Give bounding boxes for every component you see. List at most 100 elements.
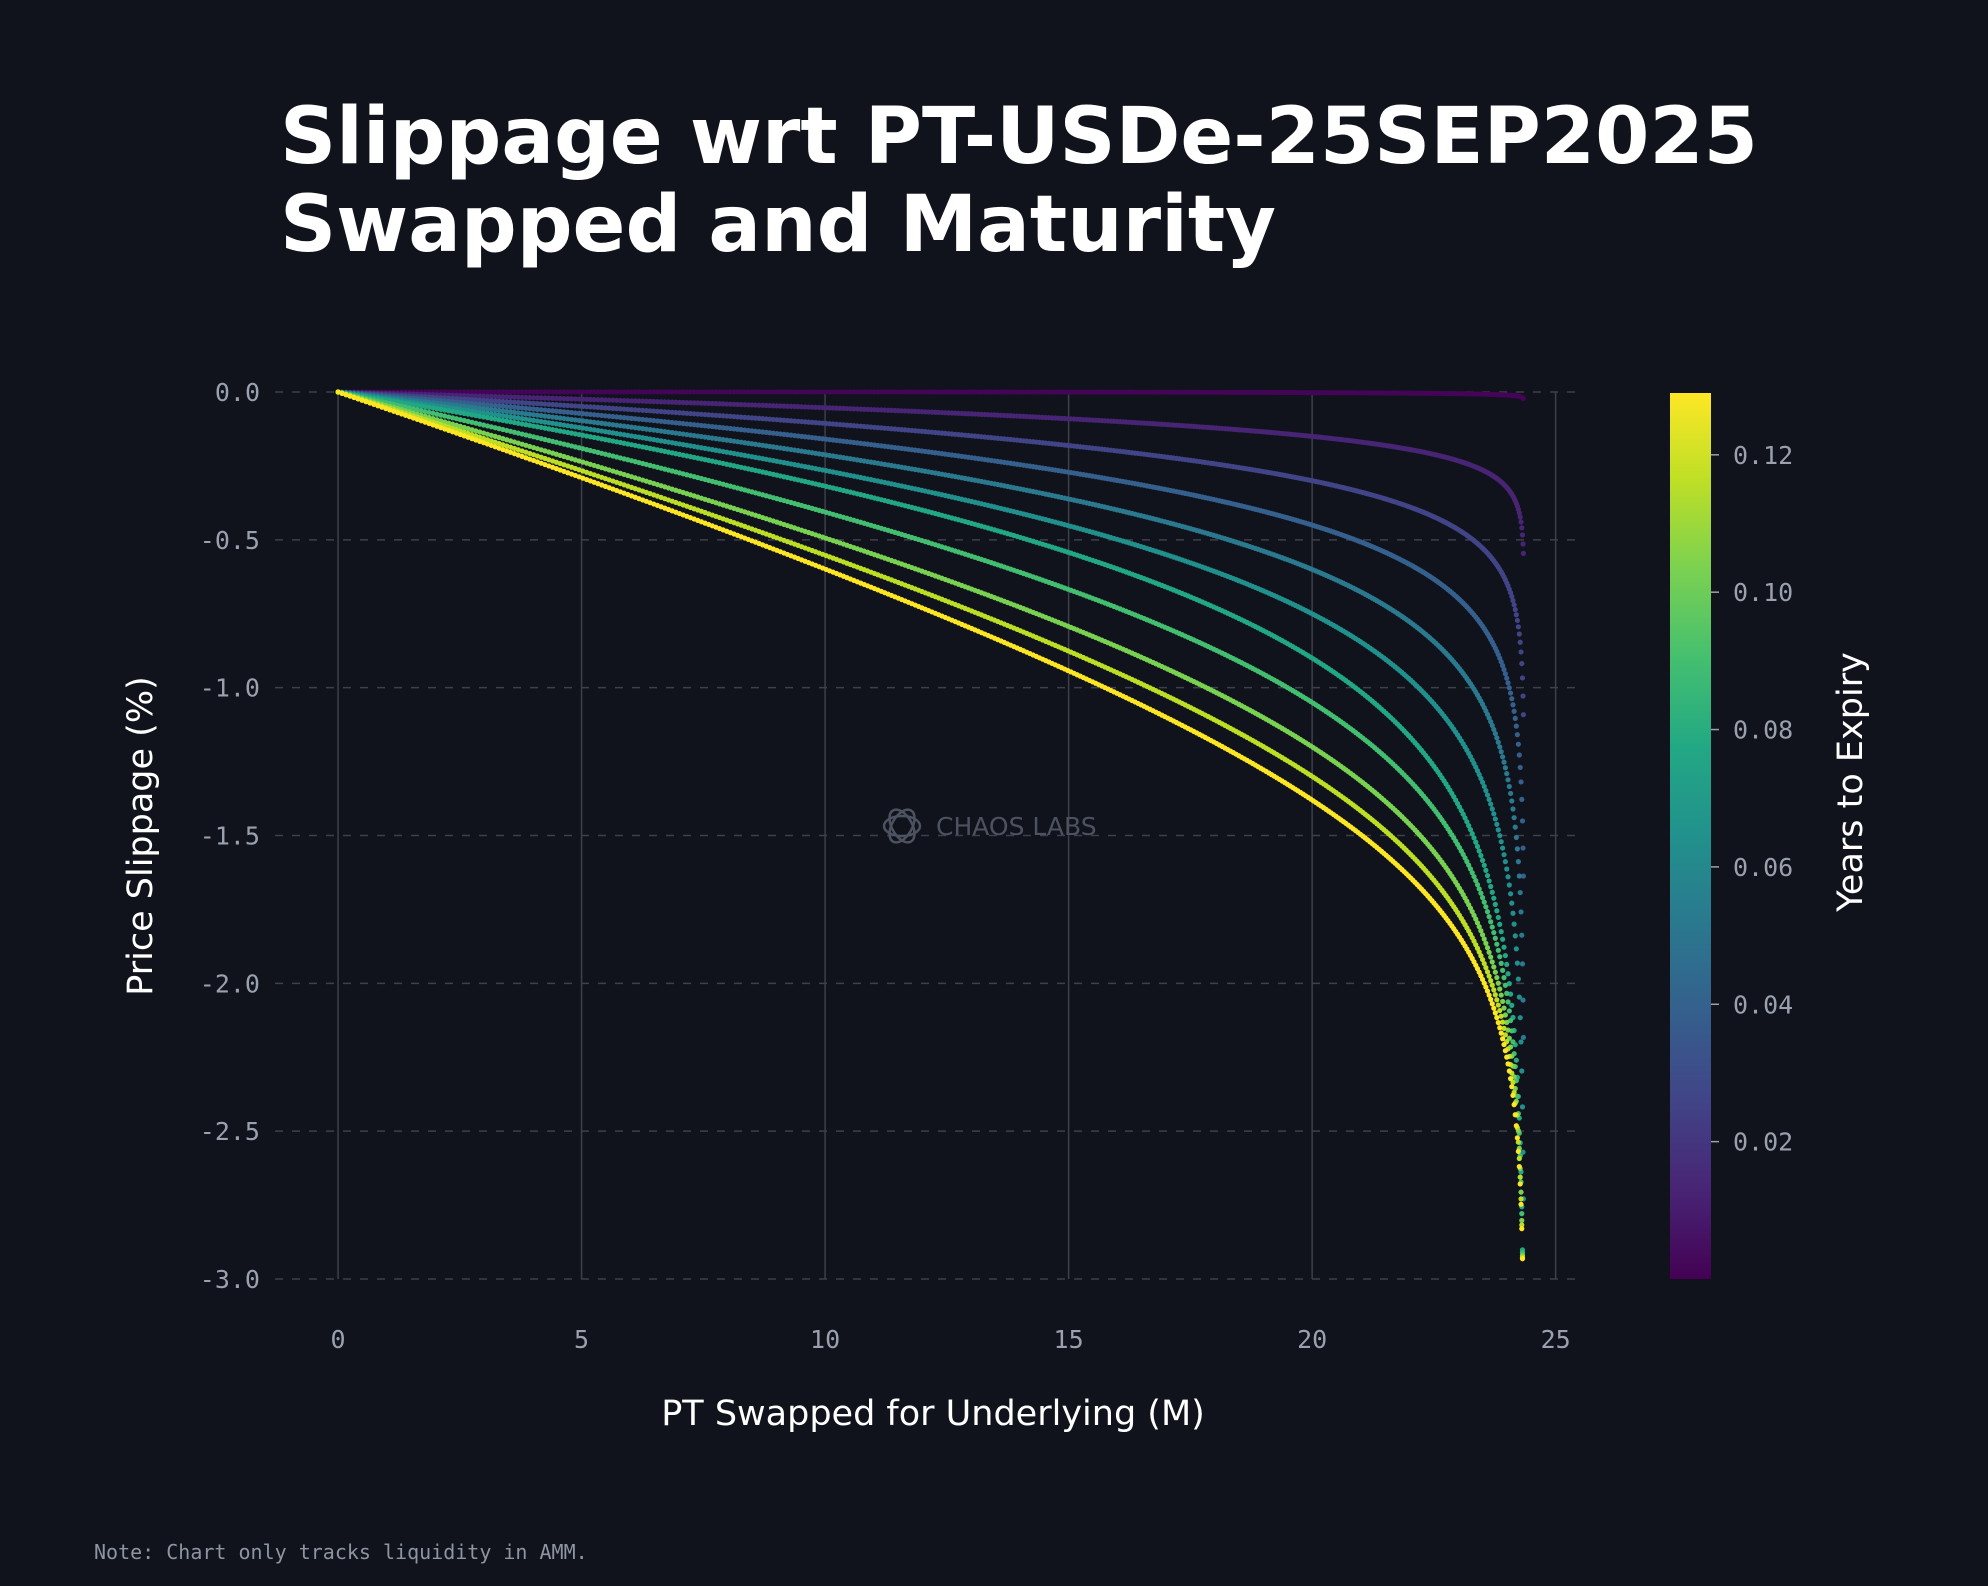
data-point <box>738 389 744 395</box>
data-point <box>1484 792 1491 798</box>
data-point <box>565 402 571 409</box>
data-point <box>1491 929 1497 936</box>
data-point <box>595 397 601 403</box>
data-point <box>584 404 590 410</box>
data-point <box>561 389 567 395</box>
x-tick-label: 25 <box>1541 1325 1571 1354</box>
data-point <box>426 420 432 427</box>
data-point <box>599 397 605 403</box>
data-point <box>367 400 373 406</box>
data-point <box>504 418 510 424</box>
data-point <box>515 394 521 400</box>
data-point <box>565 416 571 422</box>
data-point <box>484 393 491 399</box>
series-T=0.064 <box>335 389 1526 1202</box>
data-point <box>519 400 525 406</box>
data-point <box>1489 982 1495 988</box>
data-point <box>1515 741 1521 747</box>
data-point <box>617 406 623 412</box>
data-point <box>621 389 627 395</box>
data-point <box>557 402 563 408</box>
data-point <box>713 389 719 395</box>
data-point <box>1500 998 1506 1005</box>
data-point <box>402 404 409 410</box>
data-point <box>465 389 471 395</box>
data-point <box>1509 1084 1515 1090</box>
data-point <box>587 389 594 395</box>
data-point <box>724 389 730 395</box>
data-point <box>538 389 544 395</box>
data-point <box>1518 909 1524 915</box>
data-point <box>1515 976 1521 982</box>
data-point <box>580 389 586 395</box>
data-point <box>742 389 748 395</box>
data-point <box>477 401 483 407</box>
data-point <box>584 396 590 402</box>
data-point <box>1471 835 1477 841</box>
data-point <box>1492 1010 1498 1016</box>
data-point <box>591 404 597 410</box>
data-point <box>461 400 467 406</box>
data-point <box>395 410 401 416</box>
data-point <box>469 393 475 399</box>
data-point <box>1509 1002 1515 1009</box>
data-point <box>477 421 483 427</box>
data-point <box>553 408 560 414</box>
watermark: CHAOS LABS <box>882 808 1097 844</box>
data-point <box>691 400 697 406</box>
data-point <box>1492 730 1498 737</box>
data-point <box>606 413 612 419</box>
data-point <box>568 389 575 395</box>
data-point <box>534 412 541 418</box>
data-point <box>418 408 424 414</box>
data-point <box>584 389 590 395</box>
data-point <box>422 404 428 410</box>
series-T=0.039 <box>335 389 1526 879</box>
series-T=0.052 <box>335 389 1526 1041</box>
data-point <box>496 412 502 418</box>
data-point <box>442 419 448 425</box>
data-point <box>1489 722 1495 729</box>
data-point <box>418 403 424 409</box>
data-point <box>1498 960 1504 966</box>
data-point <box>1509 798 1515 804</box>
data-point <box>434 411 440 417</box>
data-point <box>550 401 556 408</box>
data-point <box>500 398 506 405</box>
data-point <box>640 407 646 413</box>
data-point <box>1514 960 1520 966</box>
data-point <box>1517 764 1523 771</box>
data-point <box>1517 889 1523 896</box>
x-axis-label: PT Swapped for Underlying (M) <box>661 1394 1205 1434</box>
data-point <box>602 413 609 419</box>
data-point <box>1509 593 1515 600</box>
data-point <box>1509 696 1515 702</box>
data-point <box>606 397 612 403</box>
data-point <box>461 389 467 395</box>
data-point <box>500 413 506 419</box>
data-point <box>1500 1036 1506 1042</box>
data-point <box>496 398 502 404</box>
data-point <box>438 412 444 418</box>
data-point <box>1520 845 1526 851</box>
data-point <box>530 417 537 423</box>
data-point <box>580 396 586 402</box>
data-point <box>625 389 631 395</box>
data-point <box>1520 541 1526 547</box>
data-point <box>1519 1226 1525 1232</box>
data-point <box>1494 821 1500 827</box>
data-point <box>568 409 575 416</box>
data-point <box>1498 749 1504 755</box>
data-point <box>572 403 578 409</box>
y-tick-label: -3.0 <box>200 1265 260 1294</box>
data-point <box>1512 606 1518 613</box>
data-point <box>1495 1002 1501 1008</box>
data-point <box>767 389 773 395</box>
data-point <box>1514 1093 1520 1099</box>
data-point <box>565 389 571 395</box>
data-point <box>461 403 467 409</box>
data-point <box>676 399 683 405</box>
x-tick-label: 0 <box>331 1325 346 1354</box>
data-point <box>1519 1104 1526 1110</box>
data-point <box>606 389 612 395</box>
